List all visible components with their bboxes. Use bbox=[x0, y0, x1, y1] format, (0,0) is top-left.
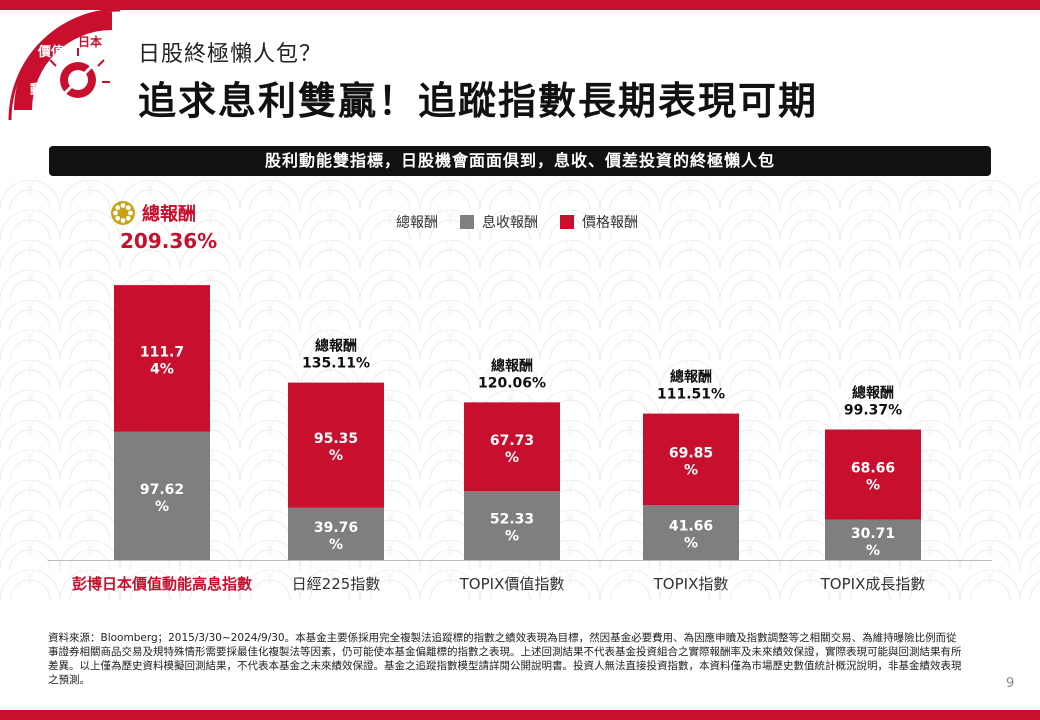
category-label-3: TOPIX指數 bbox=[653, 575, 729, 593]
legend-label-price: 價格報酬 bbox=[582, 215, 638, 231]
bar-value-label-dividend-3: 41.66% bbox=[669, 519, 713, 552]
bar-value-label-dividend-4: 30.71% bbox=[851, 526, 895, 559]
category-label-2: TOPIX價值指數 bbox=[459, 575, 565, 593]
page-number: 9 bbox=[1006, 676, 1015, 691]
bar-price-4 bbox=[825, 429, 921, 520]
footnote: 資料來源：Bloomberg；2015/3/30~2024/9/30。本基金主要… bbox=[48, 632, 962, 686]
bar-value-label-price-3: 69.85% bbox=[669, 445, 713, 478]
page-subtitle: 日股終極懶人包？ bbox=[138, 42, 323, 67]
highlight-badge: 總報酬 bbox=[110, 200, 196, 226]
logo-text-value: 價值 bbox=[37, 44, 64, 60]
category-label-1: 日經225指數 bbox=[292, 575, 381, 593]
bar-dividend-3 bbox=[643, 505, 739, 560]
bar-value-label-price-0: 111.7 4% bbox=[140, 344, 184, 377]
bar-value-label-dividend-2: 52.33% bbox=[490, 512, 534, 545]
bar-price-1 bbox=[288, 382, 384, 508]
category-label-0: 彭博日本價值動能高息指數 bbox=[72, 575, 252, 593]
bar-value-label-price-2: 67.73% bbox=[490, 433, 534, 466]
bar-value-label-price-4: 68.66% bbox=[851, 461, 895, 494]
total-label-2: 總報酬 120.06% bbox=[478, 357, 546, 391]
category-label-4: TOPIX成長指數 bbox=[820, 575, 926, 593]
fund-logo: 價值 日本 動息 bbox=[8, 8, 121, 121]
chart-legend: 總報酬 息收報酬 價格報酬 bbox=[396, 212, 660, 232]
bar-dividend-0 bbox=[114, 431, 210, 560]
top-red-bar bbox=[0, 0, 1040, 10]
logo-text-japan: 日本 bbox=[78, 34, 102, 49]
legend-item-price: 價格報酬 bbox=[560, 212, 638, 232]
bottom-red-bar bbox=[0, 710, 1040, 720]
bar-value-label-dividend-1: 39.76% bbox=[314, 520, 358, 553]
logo-text-momentum: 動息 bbox=[30, 82, 56, 98]
bar-price-2 bbox=[464, 402, 560, 492]
page-title: 追求息利雙贏！追蹤指數長期表現可期 bbox=[138, 79, 819, 123]
summary-banner: 股利動能雙指標，日股機會面面俱到，息收、價差投資的終極懶人包 bbox=[49, 146, 991, 176]
bar-value-label-price-1: 95.35% bbox=[314, 431, 358, 464]
total-label-1: 總報酬 135.11% bbox=[302, 338, 370, 372]
legend-swatch-price bbox=[560, 215, 574, 229]
legend-swatch-dividend bbox=[460, 215, 474, 229]
legend-title: 總報酬 bbox=[396, 212, 438, 232]
legend-item-dividend: 息收報酬 bbox=[460, 212, 538, 232]
legend-label-dividend: 息收報酬 bbox=[482, 215, 538, 231]
highlight-value: 209.36% bbox=[120, 229, 218, 253]
bar-price-0 bbox=[114, 285, 210, 432]
chrysanthemum-icon bbox=[111, 201, 135, 225]
bar-dividend-2 bbox=[464, 491, 560, 560]
bar-dividend-1 bbox=[288, 507, 384, 560]
total-label-3: 總報酬 111.51% bbox=[657, 369, 725, 403]
highlight-label: 總報酬 bbox=[142, 204, 196, 225]
bar-price-3 bbox=[643, 413, 739, 506]
legend-title-text: 總報酬 bbox=[396, 215, 438, 231]
bar-dividend-4 bbox=[825, 519, 921, 560]
total-label-4: 總報酬 99.37% bbox=[844, 385, 902, 419]
bar-value-label-dividend-0: 97.62% bbox=[140, 482, 184, 515]
